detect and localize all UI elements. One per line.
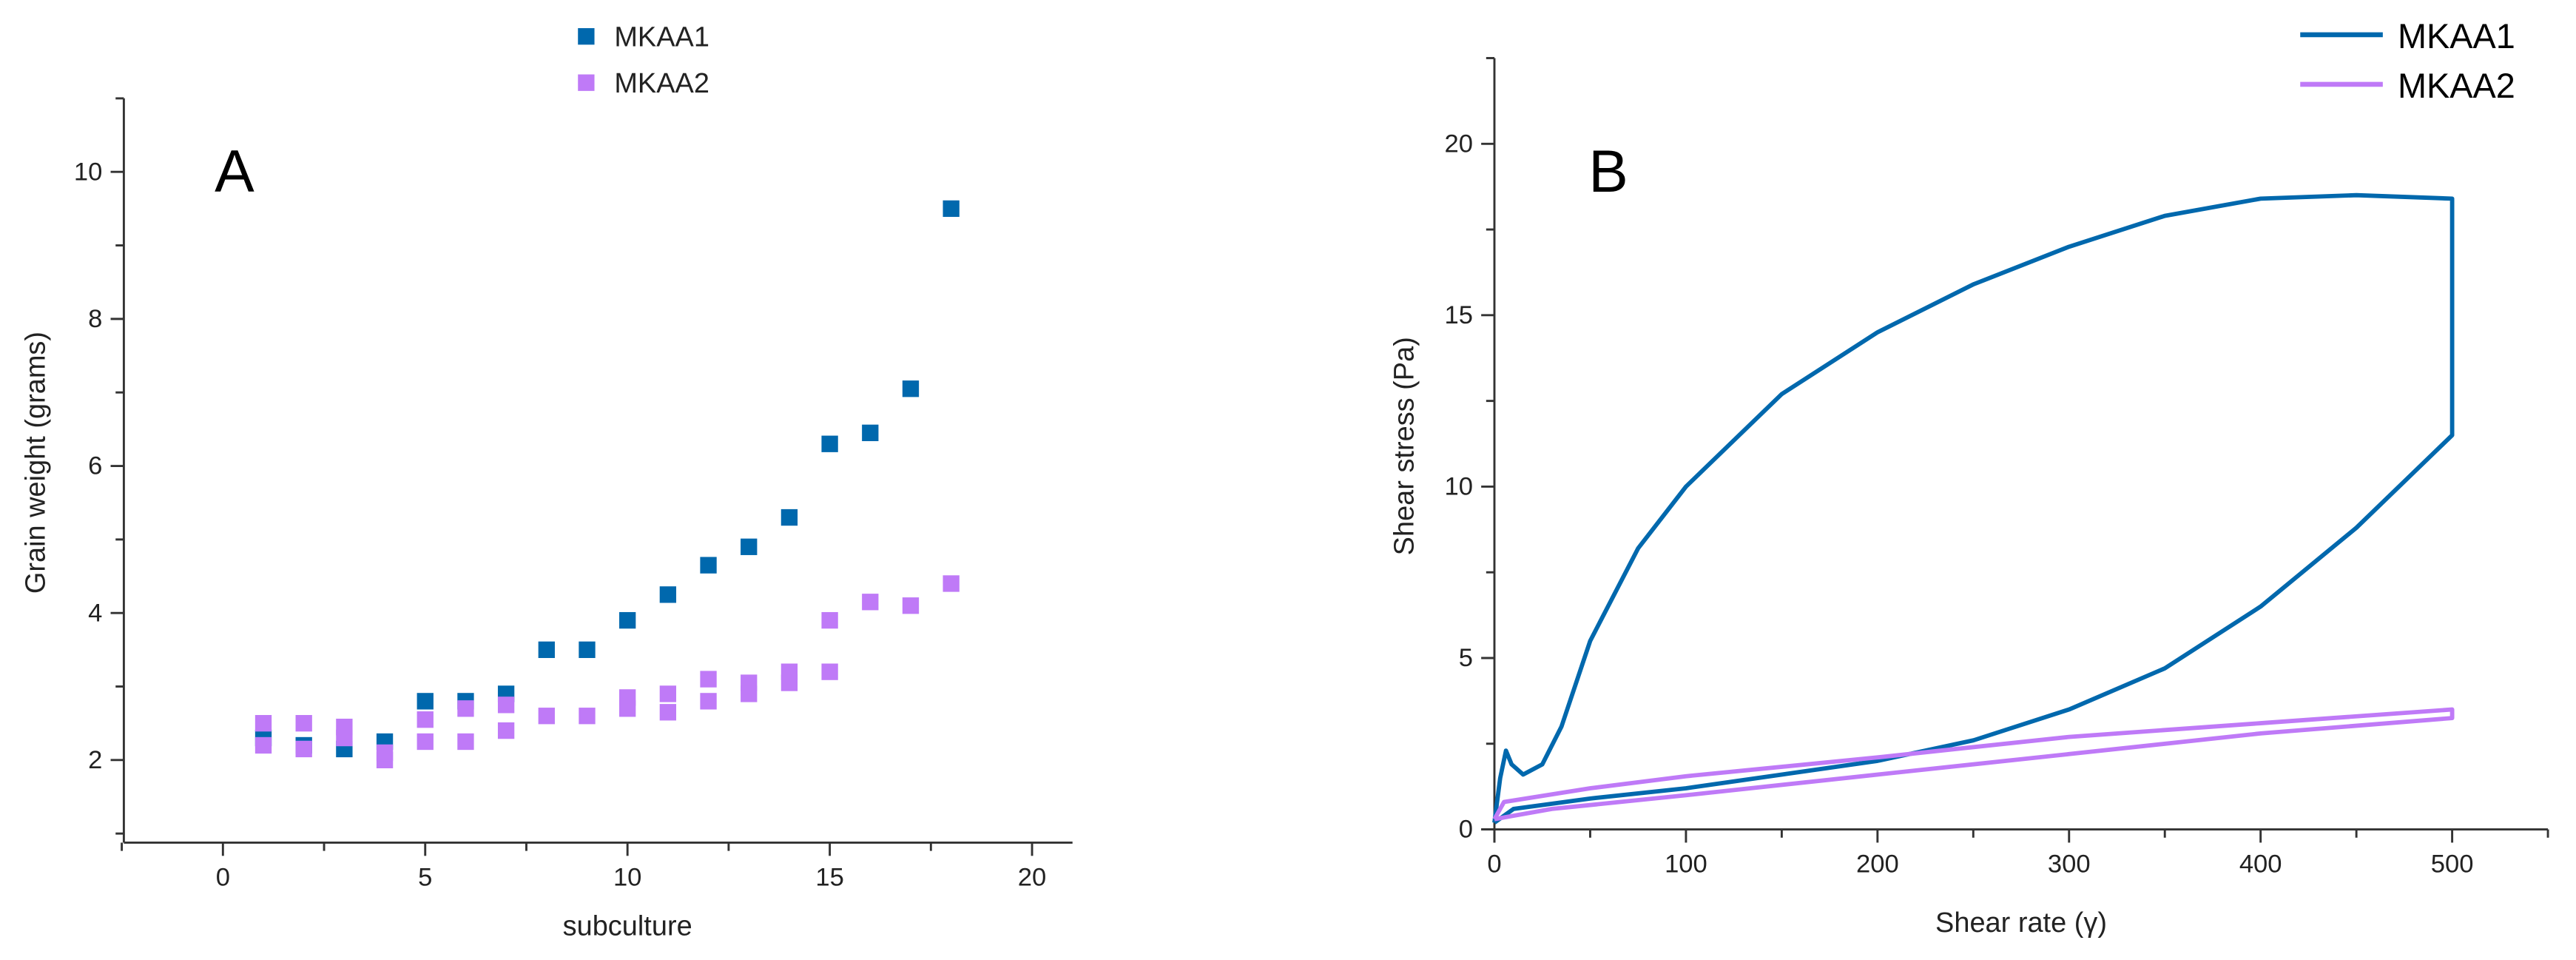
data-point-mkaa1 (902, 380, 920, 397)
legend-label: MKAA2 (614, 68, 709, 99)
legend-label: MKAA1 (2398, 17, 2515, 56)
x-tick-label: 300 (2048, 850, 2091, 879)
data-point-mkaa1 (821, 435, 838, 452)
data-point-mkaa1 (780, 508, 798, 526)
data-point-mkaa1 (659, 586, 677, 603)
x-tick-label: 500 (2431, 850, 2474, 879)
x-tick-label: 200 (1856, 850, 1899, 879)
legend-marker-mkaa2 (578, 74, 595, 91)
x-tick-label: 10 (613, 863, 641, 891)
data-point-mkaa2 (943, 575, 960, 592)
y-tick-label: 20 (1445, 130, 1473, 158)
y-tick-label: 15 (1445, 301, 1473, 329)
data-point-mkaa2 (659, 685, 677, 702)
y-tick-label: 6 (88, 452, 102, 480)
x-tick-label: 5 (418, 863, 432, 891)
data-point-mkaa2 (417, 711, 434, 728)
y-tick-label: 0 (1459, 816, 1473, 844)
data-point-mkaa1 (741, 538, 758, 555)
legend-label: MKAA2 (2398, 67, 2515, 105)
data-point-mkaa1 (700, 557, 717, 574)
data-point-mkaa2 (538, 708, 555, 725)
x-axis-title: Shear rate (γ) (1935, 907, 2107, 939)
data-point-mkaa2 (457, 700, 474, 717)
y-tick-label: 2 (88, 746, 102, 774)
data-point-mkaa1 (862, 424, 879, 441)
data-point-mkaa2 (579, 708, 596, 725)
series-line-mkaa1 (1492, 192, 2455, 825)
data-point-mkaa2 (417, 733, 434, 751)
data-point-mkaa2 (497, 696, 515, 714)
legend-label: MKAA1 (614, 22, 709, 53)
data-point-mkaa2 (902, 597, 920, 614)
data-point-mkaa2 (619, 700, 636, 717)
x-axis-title: subculture (563, 910, 692, 941)
legend-marker-mkaa1 (578, 28, 595, 45)
data-point-mkaa2 (741, 685, 758, 702)
y-tick-label: 10 (74, 158, 102, 186)
x-tick-label: 0 (216, 863, 230, 891)
data-point-mkaa2 (295, 715, 312, 732)
x-tick-label: 400 (2239, 850, 2282, 879)
data-point-mkaa2 (700, 671, 717, 688)
data-point-mkaa2 (497, 722, 515, 739)
data-point-mkaa2 (659, 704, 677, 721)
data-point-mkaa1 (579, 641, 596, 659)
data-point-mkaa1 (943, 200, 960, 218)
panel-label: A (215, 138, 254, 205)
data-point-mkaa2 (254, 736, 272, 754)
data-point-mkaa2 (862, 594, 879, 611)
data-point-mkaa2 (821, 611, 838, 629)
data-point-mkaa2 (295, 740, 312, 758)
data-point-mkaa2 (336, 729, 353, 747)
y-tick-label: 4 (88, 599, 102, 627)
data-point-mkaa2 (254, 715, 272, 732)
data-point-mkaa1 (619, 611, 636, 629)
y-axis-title: Shear stress (Pa) (1389, 337, 1420, 555)
series-line-mkaa2 (1492, 707, 2455, 822)
y-tick-label: 8 (88, 305, 102, 333)
data-point-mkaa2 (780, 674, 798, 691)
data-point-mkaa1 (538, 641, 555, 659)
y-tick-label: 10 (1445, 473, 1473, 501)
data-point-mkaa2 (376, 744, 394, 762)
y-axis-title: Grain weight (grams) (20, 332, 51, 594)
x-tick-label: 15 (815, 863, 843, 891)
data-point-mkaa2 (457, 733, 474, 751)
data-point-mkaa2 (700, 693, 717, 710)
panel-label: B (1588, 138, 1628, 205)
x-tick-label: 100 (1665, 850, 1707, 879)
data-point-mkaa1 (417, 693, 434, 710)
chart-a: 2 4 6 8 10 0 5 10 15 20 subculture Grain weight (gr… (20, 22, 1073, 941)
x-tick-label: 20 (1018, 863, 1046, 891)
data-point-mkaa2 (821, 663, 838, 680)
y-tick-label: 5 (1459, 644, 1473, 672)
x-tick-label: 0 (1487, 850, 1501, 879)
